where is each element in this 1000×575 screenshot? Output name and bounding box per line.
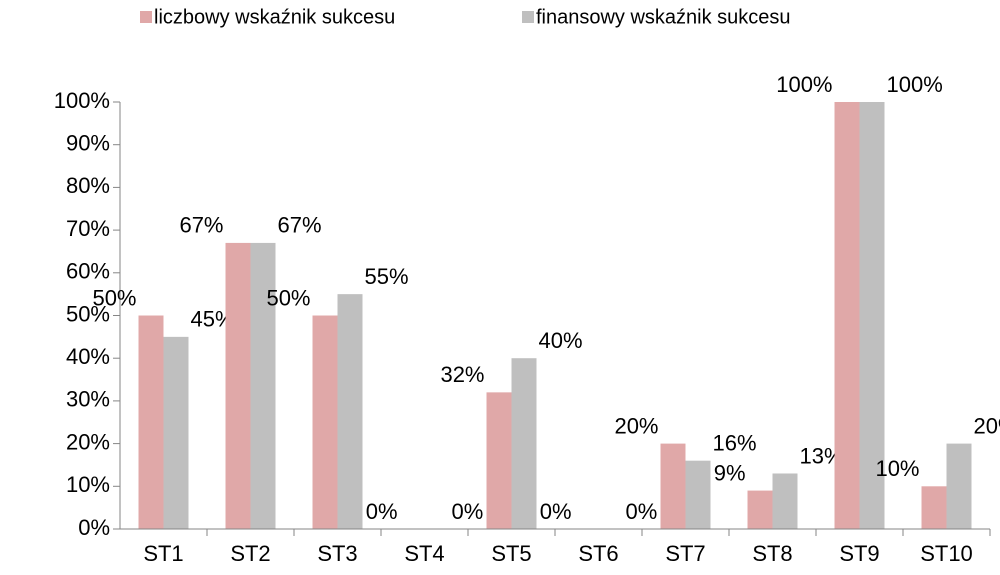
- x-tick-label: ST10: [920, 541, 973, 566]
- bar: [225, 242, 251, 529]
- bar: [486, 392, 512, 529]
- data-label: 50%: [266, 285, 310, 310]
- data-label: 32%: [440, 362, 484, 387]
- y-tick-label: 40%: [66, 344, 110, 369]
- bar: [946, 443, 972, 529]
- bar: [660, 443, 686, 529]
- x-tick-label: ST4: [404, 541, 444, 566]
- bar: [859, 102, 885, 529]
- data-label: 67%: [278, 213, 322, 238]
- bar: [747, 490, 773, 529]
- y-tick-label: 20%: [66, 429, 110, 454]
- x-tick-label: ST6: [578, 541, 618, 566]
- y-tick-label: 70%: [66, 216, 110, 241]
- y-tick-label: 50%: [66, 301, 110, 326]
- data-label: 20%: [974, 413, 1000, 438]
- legend-label: finansowy wskaźnik sukcesu: [536, 6, 791, 28]
- x-tick-label: ST3: [317, 541, 357, 566]
- data-label: 55%: [365, 264, 409, 289]
- data-label: 16%: [713, 430, 757, 455]
- bar: [138, 315, 164, 529]
- data-label: 0%: [626, 499, 658, 524]
- data-label: 67%: [179, 213, 223, 238]
- x-tick-label: ST1: [143, 541, 183, 566]
- data-label: 0%: [540, 499, 572, 524]
- bar: [250, 242, 276, 529]
- legend-swatch: [140, 11, 152, 23]
- x-tick-label: ST5: [491, 541, 531, 566]
- bar: [921, 486, 947, 529]
- y-tick-label: 80%: [66, 173, 110, 198]
- bar: [163, 336, 189, 529]
- y-tick-label: 10%: [66, 472, 110, 497]
- legend-label: liczbowy wskaźnik sukcesu: [154, 6, 395, 28]
- data-label: 20%: [614, 413, 658, 438]
- x-tick-label: ST7: [665, 541, 705, 566]
- data-label: 0%: [452, 499, 484, 524]
- y-tick-label: 60%: [66, 259, 110, 284]
- data-label: 9%: [714, 460, 746, 485]
- legend-swatch: [522, 11, 534, 23]
- bar: [511, 358, 537, 529]
- data-label: 40%: [539, 328, 583, 353]
- data-label: 50%: [92, 285, 136, 310]
- y-tick-label: 90%: [66, 131, 110, 156]
- y-tick-label: 0%: [78, 515, 110, 540]
- x-tick-label: ST8: [752, 541, 792, 566]
- y-tick-label: 30%: [66, 387, 110, 412]
- y-tick-label: 100%: [54, 88, 110, 113]
- data-label: 0%: [366, 499, 398, 524]
- data-label: 10%: [875, 456, 919, 481]
- x-tick-label: ST2: [230, 541, 270, 566]
- data-label: 100%: [887, 72, 943, 97]
- bar: [685, 460, 711, 529]
- bar: [772, 473, 798, 529]
- bar: [312, 315, 338, 529]
- data-label: 100%: [776, 72, 832, 97]
- bar: [337, 294, 363, 529]
- bar: [834, 102, 860, 529]
- x-tick-label: ST9: [839, 541, 879, 566]
